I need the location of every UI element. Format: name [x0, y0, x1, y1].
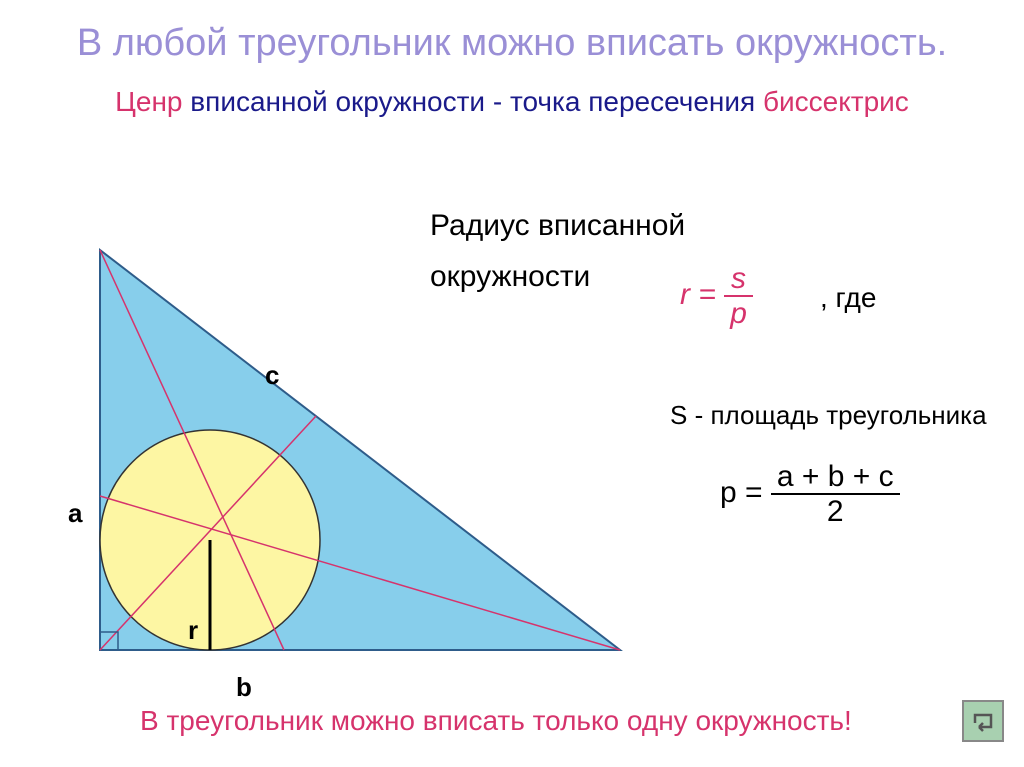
formula-p-eq: = [737, 476, 771, 509]
label-b: b [236, 672, 252, 703]
gde-text: , где [820, 282, 876, 314]
back-button[interactable] [962, 700, 1004, 742]
subtitle-accent-1: Ценр [115, 86, 182, 117]
formula-r-den: p [724, 297, 753, 330]
formula-r-frac: sp [724, 262, 753, 330]
label-c: c [265, 360, 279, 391]
s-area-s: S [670, 400, 687, 430]
formula-p-num: a + b + c [771, 460, 900, 495]
bottom-note: В треугольник можно вписать только одну … [140, 705, 852, 737]
formula-p: p = a + b + c2 [720, 460, 900, 528]
return-icon [969, 707, 997, 735]
title-text-1: В любой треугольник можно вписать [77, 22, 735, 64]
formula-r-lhs: r [680, 278, 690, 311]
formula-r-num: s [724, 262, 753, 297]
label-r: r [188, 615, 198, 646]
title-text-2: окружность [735, 22, 937, 64]
s-area-rest: - площадь треугольника [687, 400, 986, 430]
subtitle-accent-2: биссектрис [763, 86, 909, 117]
page-title: В любой треугольник можно вписать окружн… [0, 0, 1024, 78]
formula-r: r = sp [680, 262, 753, 330]
label-a: a [68, 498, 82, 529]
formula-p-den: 2 [771, 495, 900, 528]
title-text-3: . [937, 22, 948, 64]
s-area-label: S - площадь треугольника [670, 400, 987, 431]
subtitle-normal: вписанной окружности - точка пересечения [183, 86, 763, 117]
formula-r-eq: = [690, 278, 724, 311]
diagram-svg [20, 220, 650, 700]
formula-p-frac: a + b + c2 [771, 460, 900, 528]
subtitle: Ценр вписанной окружности - точка пересе… [0, 78, 1024, 136]
formula-p-lhs: p [720, 476, 737, 509]
triangle-diagram: a b c r [20, 220, 650, 700]
